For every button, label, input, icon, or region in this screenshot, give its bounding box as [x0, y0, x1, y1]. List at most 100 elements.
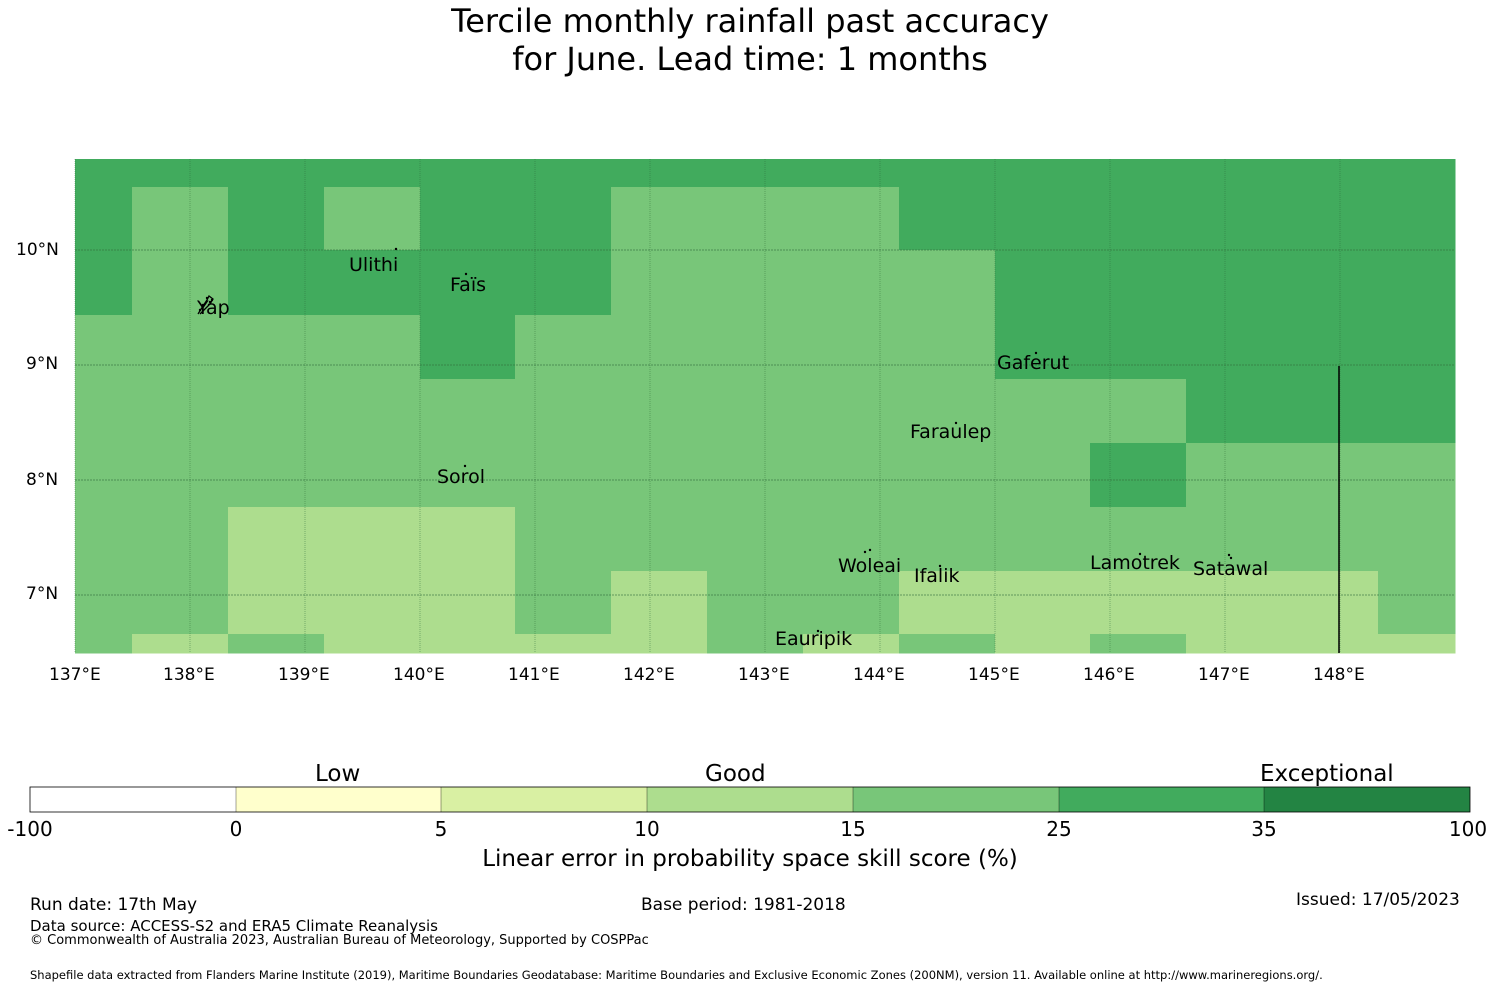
grid-cell	[899, 443, 996, 508]
lon-label-139: 139°E	[278, 665, 330, 685]
grid-cell	[515, 571, 612, 635]
place-label-sorol: Sorol	[437, 466, 485, 488]
grid-cell	[75, 507, 133, 572]
legend-tick: 25	[1046, 817, 1072, 841]
grid-cell	[707, 571, 804, 635]
grid-cell	[1186, 634, 1283, 654]
grid-cell	[75, 315, 133, 380]
lon-label-143: 143°E	[738, 665, 790, 685]
grid-cell	[1186, 443, 1283, 508]
grid-cell	[420, 187, 516, 251]
grid-cell	[1090, 315, 1187, 380]
grid-cell	[803, 571, 900, 635]
lon-label-146: 146°E	[1083, 665, 1135, 685]
grid-cell	[420, 571, 516, 635]
grid-cell	[1378, 315, 1456, 380]
grid-cell	[75, 443, 133, 508]
grid-cell	[611, 571, 708, 635]
grid-cell	[611, 443, 708, 508]
grid-cell	[1090, 379, 1187, 444]
grid-cell	[75, 379, 133, 444]
place-label-gaferut: Gaferut	[997, 352, 1070, 374]
grid-cell	[75, 159, 133, 188]
grid-cell	[324, 507, 421, 572]
grid-cell	[803, 443, 900, 508]
lat-label-7n: 7°N	[26, 584, 59, 604]
island-marker	[464, 272, 468, 276]
colorbar-segment	[1059, 787, 1264, 812]
grid-cell	[132, 507, 229, 572]
grid-cell	[132, 250, 229, 316]
grid-cell	[324, 443, 421, 508]
legend-category-exceptional: Exceptional	[1260, 761, 1394, 787]
lon-label-142: 142°E	[623, 665, 675, 685]
colorbar-segment	[441, 787, 647, 812]
grid-cell	[995, 443, 1091, 508]
grid-cell	[899, 187, 996, 251]
grid-cell	[228, 507, 325, 572]
grid-cell	[1378, 634, 1456, 654]
place-label-satawal: Satawal	[1193, 558, 1269, 580]
grid-cell	[707, 507, 804, 572]
grid-cell	[899, 379, 996, 444]
grid-cell	[707, 159, 804, 188]
grid-cell	[515, 507, 612, 572]
grid-cell	[707, 315, 804, 380]
grid-cell	[324, 634, 421, 654]
colorbar-segment	[236, 787, 441, 812]
grid-cell	[75, 634, 133, 654]
copyright: © Commonwealth of Australia 2023, Austra…	[30, 933, 649, 948]
grid-cell	[803, 315, 900, 380]
place-label-woleai: Woleai	[838, 555, 902, 577]
grid-cell	[1282, 187, 1379, 251]
grid-cell	[1378, 159, 1456, 188]
grid-cell	[995, 159, 1091, 188]
grid-cell	[995, 315, 1091, 380]
grid-cell	[995, 250, 1091, 316]
lon-label-148: 148°E	[1313, 665, 1365, 685]
grid-cell	[899, 507, 996, 572]
grid-cell	[420, 634, 516, 654]
lon-label-140: 140°E	[393, 665, 445, 685]
grid-cell	[899, 159, 996, 188]
grid-cell	[132, 159, 229, 188]
colorbar-segment	[30, 787, 236, 812]
grid-cell	[1378, 379, 1456, 444]
island-marker	[463, 464, 467, 468]
chart-title-line1: Tercile monthly rainfall past accuracy	[451, 2, 1049, 40]
lon-label-147: 147°E	[1198, 665, 1250, 685]
legend-category-good: Good	[705, 761, 766, 787]
issued-date: Issued: 17/05/2023	[1296, 890, 1460, 910]
lon-label-138: 138°E	[163, 665, 215, 685]
legend-tick: 0	[229, 817, 243, 841]
grid-cell	[132, 634, 229, 654]
grid-cell	[1282, 159, 1379, 188]
grid-cell	[324, 571, 421, 635]
grid-cell	[132, 315, 229, 380]
island-marker	[954, 421, 958, 425]
lon-label-144: 144°E	[853, 665, 905, 685]
grid-cell	[1090, 159, 1187, 188]
grid-cell	[1282, 507, 1379, 572]
lat-label-9n: 9°N	[26, 354, 59, 374]
legend-axis-label: Linear error in probability space skill …	[482, 846, 1018, 872]
colorbar-segment	[853, 787, 1059, 812]
grid-cell	[1282, 443, 1379, 508]
grid-cell	[324, 187, 421, 251]
grid-cell	[611, 250, 708, 316]
legend-tick: 10	[634, 817, 660, 841]
lon-label-137: 137°E	[49, 665, 101, 685]
grid-cell	[1282, 379, 1379, 444]
grid-cell	[1186, 159, 1283, 188]
chart-title-line2: for June. Lead time: 1 months	[512, 40, 988, 78]
grid-cell	[1378, 187, 1456, 251]
grid-cell	[132, 379, 229, 444]
grid-cell	[132, 571, 229, 635]
grid-cell	[995, 571, 1091, 635]
grid-cell	[515, 250, 612, 316]
grid-cell	[707, 250, 804, 316]
grid-cell	[228, 634, 325, 654]
grid-cell	[515, 159, 612, 188]
grid-cell	[707, 187, 804, 251]
